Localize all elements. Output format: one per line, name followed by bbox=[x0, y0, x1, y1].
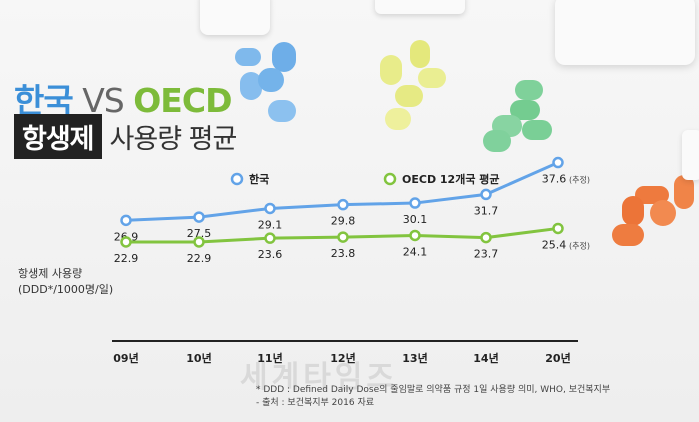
data-point bbox=[337, 198, 349, 211]
data-point bbox=[480, 188, 492, 201]
legend-marker bbox=[230, 172, 244, 186]
title-oecd: OECD bbox=[133, 81, 232, 120]
subtitle-rest: 사용량 평균 bbox=[109, 123, 238, 155]
green-pill bbox=[483, 130, 511, 152]
data-point bbox=[409, 197, 421, 209]
x-tick-label: 14년 bbox=[473, 351, 498, 365]
data-label: 23.7 bbox=[474, 248, 499, 261]
yellow-pill bbox=[418, 68, 446, 88]
pill-bottle-right bbox=[555, 0, 695, 65]
data-point bbox=[264, 232, 276, 244]
green-pill bbox=[510, 100, 540, 120]
subtitle-highlight: 항생제 bbox=[14, 113, 102, 159]
legend-label: OECD 12개국 평균 bbox=[402, 172, 500, 186]
data-label: 27.5 bbox=[187, 227, 212, 240]
green-pill bbox=[515, 80, 543, 100]
data-label: 31.7 bbox=[474, 204, 499, 217]
data-point bbox=[193, 236, 205, 248]
data-label: 24.1 bbox=[403, 245, 428, 258]
data-label: 25.4 bbox=[542, 238, 567, 251]
x-tick-label: 11년 bbox=[257, 351, 282, 365]
x-tick-label: 09년 bbox=[113, 351, 138, 365]
orange-pill bbox=[612, 224, 644, 246]
yellow-pill bbox=[380, 55, 402, 85]
yellow-pill bbox=[395, 85, 423, 107]
footnote-ddd: * DDD : Defined Daily Dose의 줄임말로 의약품 규정 … bbox=[256, 385, 611, 395]
data-label: 23.8 bbox=[331, 247, 356, 260]
data-label-annotation: (추정) bbox=[569, 240, 590, 250]
orange-pill bbox=[650, 200, 676, 226]
x-tick-label: 13년 bbox=[402, 351, 427, 365]
data-label: 22.9 bbox=[114, 252, 139, 265]
data-label: 29.1 bbox=[258, 218, 283, 231]
chart-subtitle: 항생제 사용량 평균 bbox=[14, 113, 238, 159]
data-label-annotation: (추정) bbox=[569, 175, 590, 185]
orange-pill bbox=[674, 175, 694, 209]
data-point bbox=[337, 231, 349, 243]
x-tick-label: 20년 bbox=[545, 351, 570, 365]
data-label: 23.6 bbox=[258, 248, 283, 261]
yellow-pill bbox=[385, 108, 411, 130]
data-point bbox=[120, 236, 132, 248]
data-label: 30.1 bbox=[403, 213, 428, 226]
blue-pill bbox=[268, 100, 296, 122]
watermark-text: 세계타임즈 bbox=[240, 360, 398, 395]
blue-pill bbox=[240, 72, 262, 100]
blue-pill bbox=[235, 48, 261, 66]
data-point bbox=[552, 222, 564, 235]
blue-pill bbox=[272, 42, 296, 72]
yellow-pill bbox=[410, 40, 430, 68]
pill-bottle-center bbox=[375, 0, 465, 14]
data-label: 37.6 bbox=[542, 173, 567, 186]
data-point bbox=[120, 214, 132, 227]
legend-marker bbox=[383, 172, 397, 186]
data-point bbox=[552, 156, 564, 169]
pill-bottle-left bbox=[200, 0, 270, 35]
footnote: * DDD : Defined Daily Dose의 줄임말로 의약품 규정 … bbox=[256, 384, 610, 410]
y-axis-label-line2: (DDD*/1000명/일) bbox=[18, 283, 114, 296]
data-point bbox=[480, 231, 492, 244]
y-axis-label-line1: 항생제 사용량 bbox=[18, 267, 83, 280]
legend-label: 한국 bbox=[249, 172, 269, 186]
data-point bbox=[409, 229, 421, 242]
blue-pill bbox=[258, 68, 284, 92]
orange-pill bbox=[635, 186, 669, 204]
data-label: 29.8 bbox=[331, 215, 356, 228]
data-point bbox=[264, 202, 276, 215]
x-tick-label: 12년 bbox=[330, 351, 355, 365]
orange-pill bbox=[622, 196, 644, 226]
y-axis-label: 항생제 사용량 (DDD*/1000명/일) bbox=[18, 266, 113, 298]
green-pill bbox=[522, 120, 552, 140]
pill-bottle-side bbox=[682, 130, 699, 180]
footnote-source: - 출처 : 보건복지부 2016 자료 bbox=[256, 398, 375, 408]
x-tick-label: 10년 bbox=[186, 351, 211, 365]
data-label: 22.9 bbox=[187, 252, 212, 265]
data-point bbox=[193, 211, 205, 223]
